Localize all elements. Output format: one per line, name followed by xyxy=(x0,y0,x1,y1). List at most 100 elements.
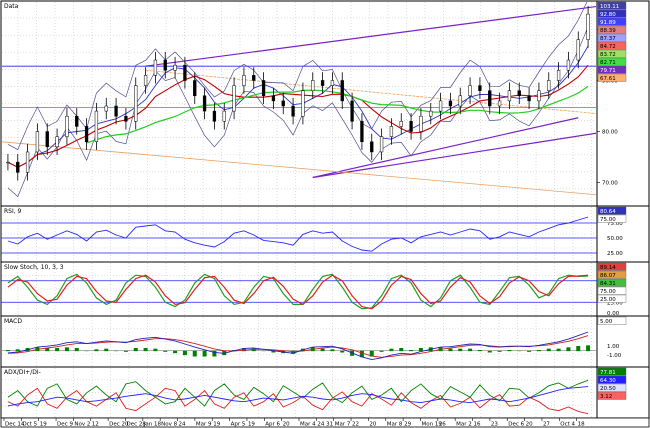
macd-histogram-bar xyxy=(320,348,325,352)
price-candle-body xyxy=(16,161,20,173)
macd-histogram-bar xyxy=(409,350,414,352)
value-tag-label: 83.72 xyxy=(600,52,616,58)
x-tick-label: 29 xyxy=(404,422,411,428)
macd-histogram-bar xyxy=(182,350,187,356)
price-candle-body xyxy=(84,126,89,142)
value-tag xyxy=(597,286,627,295)
x-tick-label: Dec 9 xyxy=(57,422,73,428)
price-candle-body xyxy=(370,141,374,153)
price-candle-body xyxy=(202,95,207,112)
value-tag-label: 3.12 xyxy=(600,394,612,400)
price-candle-body xyxy=(301,90,305,117)
price-candle-body xyxy=(6,161,10,164)
price-candle-body xyxy=(330,80,335,86)
price-candle-body xyxy=(350,100,354,122)
gridlines xyxy=(2,368,596,417)
value-tags: 80.64 75.00 xyxy=(597,206,627,223)
y-tick-label: 50.00 xyxy=(607,236,623,242)
price-candle-body xyxy=(193,80,197,97)
price-candle-body xyxy=(291,105,295,117)
macd-histogram-bar xyxy=(340,350,345,353)
value-tag xyxy=(597,391,627,400)
value-tag xyxy=(597,270,627,279)
x-tick-label: Oct 4 xyxy=(560,422,575,428)
macd-histogram-bar xyxy=(418,348,423,352)
price-candle-body xyxy=(429,110,433,117)
price-candle-body xyxy=(389,126,394,137)
x-tick-label: Jan 18 xyxy=(143,422,162,428)
macd-histogram-bar xyxy=(241,348,246,352)
gridlines xyxy=(2,207,596,261)
value-tag xyxy=(597,375,627,384)
price-candle-body xyxy=(340,80,344,102)
value-tags: 77.81 64.30 20.50 3.12 xyxy=(597,367,627,400)
macd-histogram-bar xyxy=(55,348,60,352)
x-tick-label: Dec 6 xyxy=(508,422,524,428)
macd-histogram-bar xyxy=(399,348,404,352)
macd-histogram-bar xyxy=(123,350,128,352)
x-tick-label: 23 xyxy=(491,422,498,428)
x-tick-label: 20 xyxy=(369,422,376,428)
value-tag xyxy=(597,41,627,50)
macd-histogram-bar xyxy=(202,350,207,357)
y-tick-label: 80.00 xyxy=(602,130,618,136)
x-tick-label: Dec 20 xyxy=(109,422,129,428)
value-tag xyxy=(597,1,627,10)
value-tag xyxy=(597,17,627,26)
macd-histogram-bar xyxy=(389,348,394,352)
macd-histogram-bar xyxy=(369,350,374,357)
price-candle-body xyxy=(35,131,40,153)
price-candle-body xyxy=(586,13,590,40)
bollinger-upper xyxy=(7,2,588,151)
price-candle-body xyxy=(134,85,138,122)
macd-histogram-bar xyxy=(15,349,20,352)
value-tag xyxy=(597,262,627,271)
di-plus-line xyxy=(7,379,589,407)
price-candle-body xyxy=(55,136,59,148)
value-tag xyxy=(597,206,627,215)
macd-histogram-bar xyxy=(261,350,266,352)
macd-histogram-bar xyxy=(448,348,453,352)
plot-area xyxy=(2,2,596,198)
plot-area xyxy=(7,379,589,415)
value-tag xyxy=(597,278,627,287)
macd-histogram-bar xyxy=(84,350,89,352)
chart-panels: Data100.0090.0080.0070.00103.1192.8091.8… xyxy=(0,0,650,419)
macd-histogram-bar xyxy=(133,348,138,352)
price-candle-body xyxy=(379,136,384,153)
x-tick-label: 19 xyxy=(213,422,220,428)
x-tick-label: Mar 9 xyxy=(196,422,212,428)
value-tag-label: 64.30 xyxy=(600,378,616,384)
upper-channel-line xyxy=(145,5,596,67)
price-candle-body xyxy=(458,95,462,107)
price-candle-body xyxy=(527,95,531,102)
price-candle-body xyxy=(517,90,521,97)
fib-line xyxy=(2,141,596,196)
value-tags: 89.14 86.07 84.31 75.00 25.00 xyxy=(597,262,627,303)
adx-panel: ADX/DI+/DI- 77.81 64.30 20.50 3.12 xyxy=(0,366,650,419)
value-tag-label: 75.00 xyxy=(600,217,616,223)
ma-200-line xyxy=(86,85,589,144)
macd-histogram-bar xyxy=(114,350,119,352)
macd-histogram-bar xyxy=(212,350,217,357)
price-candle-body xyxy=(252,75,256,81)
x-axis-strip xyxy=(0,417,650,428)
ma-short-line xyxy=(7,45,589,168)
x-tick-label: Mar 4 xyxy=(300,422,316,428)
value-tag xyxy=(597,65,627,74)
x-tick-label: 27 xyxy=(543,422,550,428)
y-axis-ticks: 1.00 -1.00 xyxy=(607,344,622,359)
panel-title: Data xyxy=(4,3,19,10)
macd-panel: MACD 1.00 -1.00 5.00 xyxy=(0,315,650,368)
y-tick-label: 25.00 xyxy=(607,251,623,257)
macd-histogram-bar xyxy=(527,350,532,352)
price-candle-body xyxy=(320,80,325,86)
x-tick-label: 12 xyxy=(92,422,99,428)
stoch-panel: Slow Stoch, 10, 3, 375.0050.0025.000.008… xyxy=(0,261,650,317)
price-candle-body xyxy=(438,100,443,112)
x-tick-label: Mar 2 xyxy=(456,422,472,428)
value-tag xyxy=(597,33,627,42)
price-candle-body xyxy=(114,105,118,117)
panel-title: Slow Stoch, 10, 3, 3 xyxy=(4,264,64,271)
